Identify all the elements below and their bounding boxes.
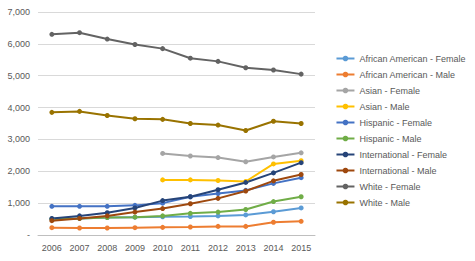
svg-text:Hispanic - Female: Hispanic - Female	[359, 118, 432, 128]
svg-text:African American - Male: African American - Male	[359, 70, 455, 80]
svg-text:White - Female: White - Female	[359, 182, 420, 192]
svg-text:2009: 2009	[125, 243, 145, 253]
svg-text:-: -	[27, 230, 30, 240]
svg-text:7,000: 7,000	[7, 7, 30, 17]
svg-text:6,000: 6,000	[7, 39, 30, 49]
svg-text:2011: 2011	[181, 243, 200, 253]
svg-text:5,000: 5,000	[7, 71, 30, 81]
svg-text:2012: 2012	[208, 243, 228, 253]
svg-text:2014: 2014	[263, 243, 283, 253]
svg-text:African American - Female: African American - Female	[359, 54, 465, 64]
svg-text:2008: 2008	[97, 243, 117, 253]
svg-text:2007: 2007	[70, 243, 90, 253]
svg-text:White - Male: White - Male	[359, 198, 410, 208]
svg-text:Asian - Male: Asian - Male	[359, 102, 409, 112]
svg-text:2006: 2006	[42, 243, 62, 253]
svg-text:Hispanic - Male: Hispanic - Male	[359, 134, 421, 144]
svg-text:International - Male: International - Male	[359, 166, 436, 176]
svg-text:3,000: 3,000	[7, 134, 30, 144]
svg-text:2010: 2010	[153, 243, 173, 253]
svg-text:1,000: 1,000	[7, 198, 30, 208]
svg-text:4,000: 4,000	[7, 103, 30, 113]
svg-text:International - Female: International - Female	[359, 150, 447, 160]
svg-text:Asian - Female: Asian - Female	[359, 86, 420, 96]
svg-text:2013: 2013	[236, 243, 256, 253]
svg-text:2,000: 2,000	[7, 166, 30, 176]
svg-text:2015: 2015	[291, 243, 311, 253]
